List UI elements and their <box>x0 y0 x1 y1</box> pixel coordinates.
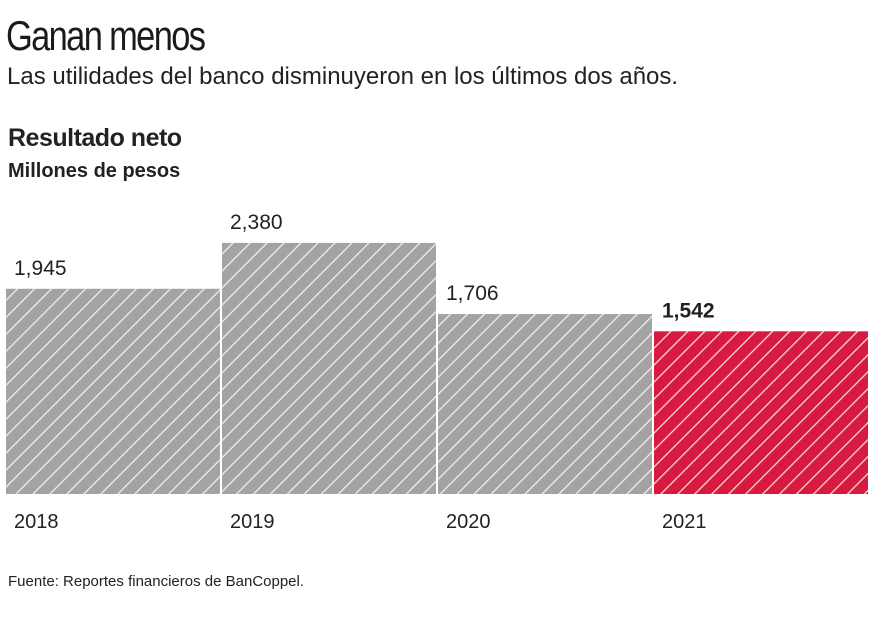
data-label: 1,706 <box>446 282 499 305</box>
chart-units: Millones de pesos <box>8 160 181 182</box>
x-tick-label: 2019 <box>230 511 275 533</box>
bar-stripes <box>6 288 220 494</box>
source-note: Fuente: Reportes financieros de BanCoppe… <box>8 573 305 590</box>
data-label: 1,542 <box>662 299 715 322</box>
bar-stripes <box>654 331 868 494</box>
subtitle: Las utilidades del banco disminuyeron en… <box>7 63 679 90</box>
headline: Ganan menos <box>6 12 206 59</box>
chart-title: Resultado neto <box>8 124 182 152</box>
bar-stripes <box>438 314 652 494</box>
bar-stripes <box>222 242 436 494</box>
data-label: 2,380 <box>230 211 283 234</box>
data-label: 1,945 <box>14 257 67 280</box>
x-tick-label: 2021 <box>662 511 707 533</box>
x-tick-label: 2018 <box>14 511 59 533</box>
x-tick-label: 2020 <box>446 511 491 533</box>
